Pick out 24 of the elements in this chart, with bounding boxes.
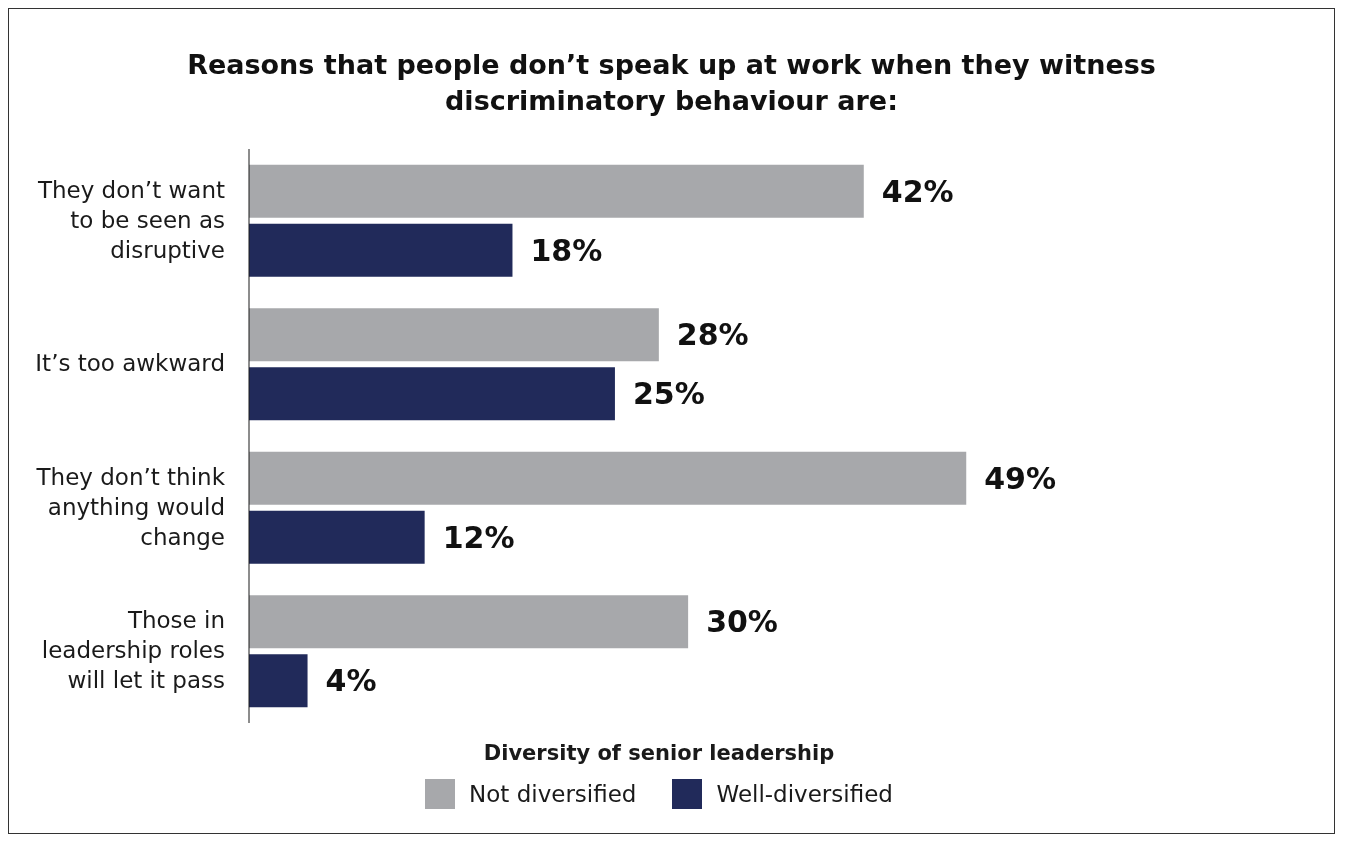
bar — [249, 595, 689, 649]
data-label: 42% — [881, 173, 954, 209]
bar — [249, 308, 659, 362]
legend-label: Well-diversified — [716, 781, 893, 807]
bar — [249, 510, 425, 564]
y-tick-label: They don’t think anything would change — [35, 463, 226, 550]
data-label: 18% — [530, 232, 603, 268]
data-label: 25% — [632, 376, 705, 412]
bar — [249, 223, 513, 277]
y-tick-label: Those in leadership roles will let it pass — [41, 606, 225, 693]
legend-title: Diversity of senior leadership — [482, 741, 836, 765]
chart-title: Reasons that people don’t speak up at work when they witness discriminatory behaviour are: — [186, 48, 1157, 118]
y-tick-label: They don’t want to be seen as disruptive — [36, 176, 225, 263]
bar — [249, 654, 308, 708]
bar — [249, 451, 967, 505]
data-label: 28% — [676, 317, 749, 353]
data-label: 12% — [442, 519, 515, 555]
bar — [249, 367, 615, 421]
data-label: 30% — [706, 604, 778, 640]
legend-label: Not diversified — [469, 781, 637, 807]
bar — [249, 164, 864, 218]
data-label: 4% — [325, 663, 377, 699]
data-label: 49% — [984, 460, 1057, 496]
y-tick-label: It’s too awkward — [35, 349, 225, 376]
